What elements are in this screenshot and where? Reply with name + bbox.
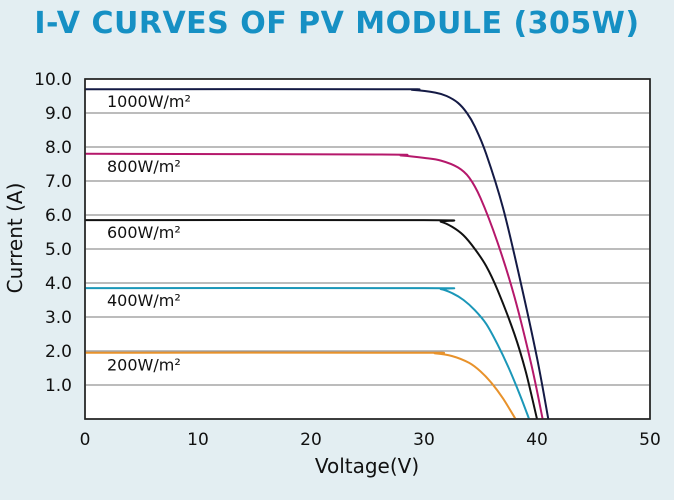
series-line (84, 351, 517, 420)
x-tick-label: 40 (526, 430, 548, 450)
series-line (84, 287, 531, 420)
series-labels: 1000W/m² 800W/m² 600W/m² 400W/m² 200W/m² (107, 92, 191, 375)
series-line (84, 218, 538, 420)
chart-title: I-V CURVES OF PV MODULE (305W) (34, 6, 640, 41)
y-tick-label: 3.0 (45, 308, 72, 328)
series-label: 600W/m² (107, 223, 181, 242)
y-tick-label: 8.0 (45, 138, 72, 158)
x-axis-label: Voltage(V) (315, 454, 419, 478)
y-tick-labels: 1.0 2.0 3.0 4.0 5.0 6.0 7.0 8.0 9.0 10.0 (34, 70, 72, 396)
series-label: 200W/m² (107, 356, 181, 375)
y-tick-label: 5.0 (45, 240, 72, 260)
x-tick-label: 0 (80, 430, 91, 450)
y-tick-label: 1.0 (45, 376, 72, 396)
series-label: 1000W/m² (107, 92, 191, 111)
x-tick-label: 30 (413, 430, 435, 450)
series-label: 800W/m² (107, 157, 181, 176)
plot-frame (84, 78, 651, 420)
y-tick-label: 9.0 (45, 104, 72, 124)
y-tick-label: 7.0 (45, 172, 72, 192)
y-tick-label: 6.0 (45, 206, 72, 226)
series-label: 400W/m² (107, 291, 181, 310)
grid-lines (85, 112, 650, 386)
y-axis-label: Current (A) (3, 183, 27, 294)
x-tick-label: 20 (300, 430, 322, 450)
x-tick-labels: 0 10 20 30 40 50 (80, 430, 661, 450)
x-tick-label: 50 (639, 430, 661, 450)
y-tick-label: 2.0 (45, 342, 72, 362)
series-curves (84, 88, 550, 420)
y-tick-label: 10.0 (34, 70, 72, 90)
x-tick-label: 10 (187, 430, 209, 450)
y-tick-label: 4.0 (45, 274, 72, 294)
series-line (84, 88, 550, 420)
series-line (84, 152, 544, 420)
